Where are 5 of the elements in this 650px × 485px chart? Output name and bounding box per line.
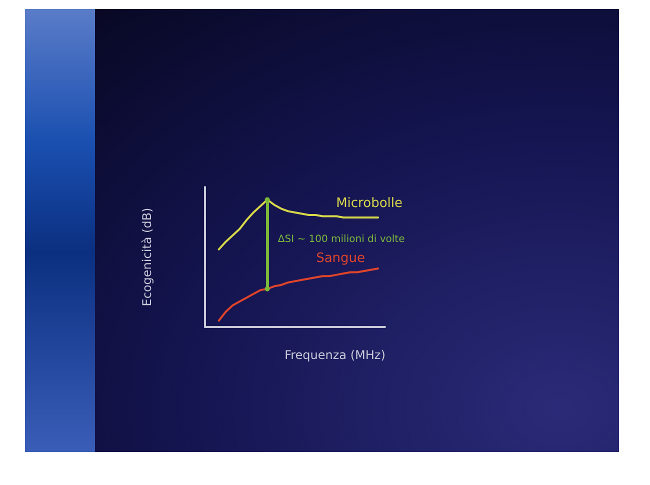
series-label: Sangue (316, 250, 366, 266)
x-axis-title: Frequenza (MHz) (284, 348, 386, 362)
y-axis-title: Ecogenicità (dB) (140, 208, 154, 306)
series-label: Microbolle (336, 196, 402, 212)
annotation: ΔSI ~ 100 milioni di volte (278, 234, 405, 245)
